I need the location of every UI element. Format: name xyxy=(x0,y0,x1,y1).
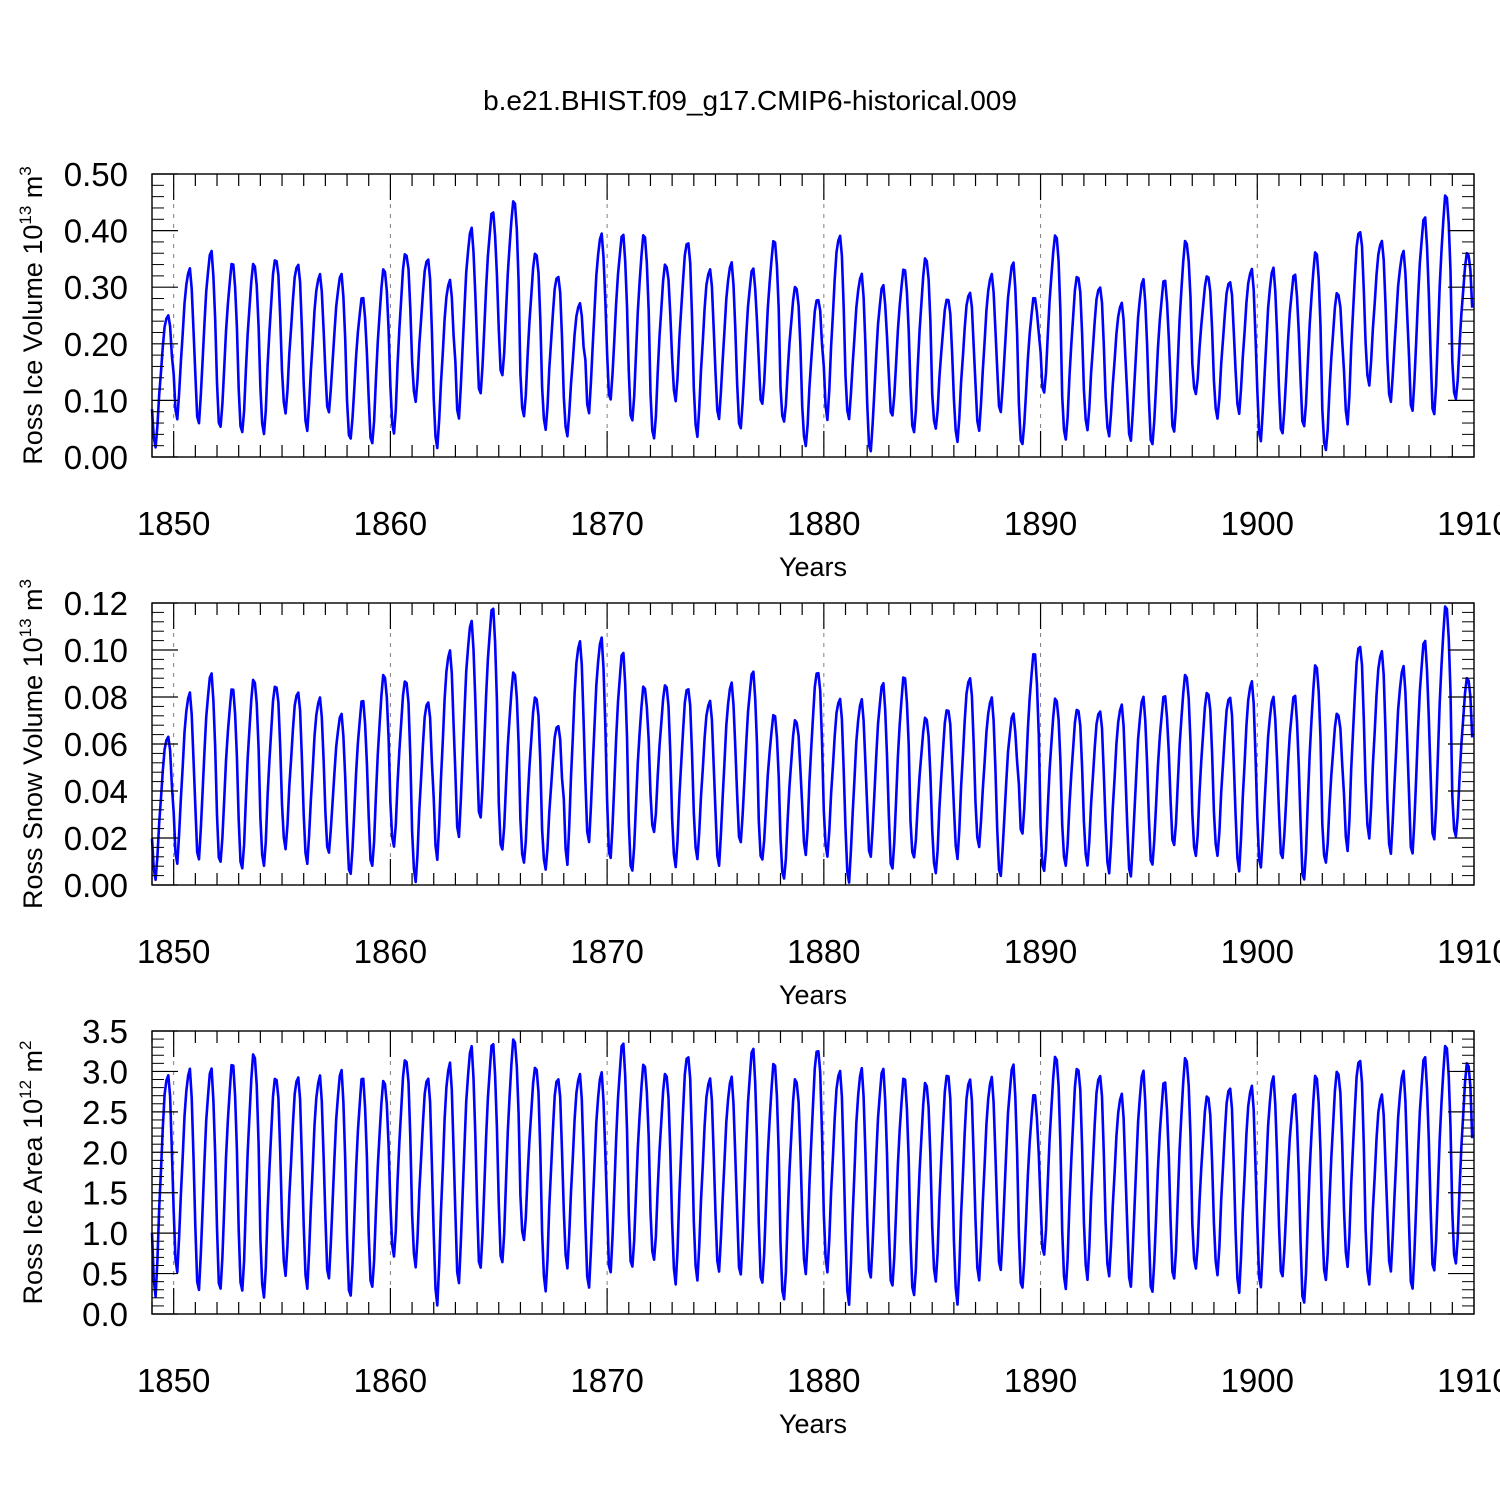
y-tick-label: 0.08 xyxy=(64,679,128,716)
y-tick-label: 0.40 xyxy=(64,213,128,250)
x-tick-label: 1890 xyxy=(1004,933,1077,970)
figure-title: b.e21.BHIST.f09_g17.CMIP6-historical.009 xyxy=(483,85,1017,116)
y-tick-label: 1.0 xyxy=(82,1215,128,1252)
y-tick-label: 0.10 xyxy=(64,382,128,419)
y-axis-label-exponent: 13 xyxy=(16,206,35,225)
x-tick-label: 1910 xyxy=(1437,505,1500,542)
plot-frame xyxy=(151,1030,1475,1315)
y-tick-label: 0.50 xyxy=(64,156,128,193)
x-tick-label: 1890 xyxy=(1004,1362,1077,1399)
x-tick-label: 1870 xyxy=(570,505,643,542)
y-tick-label: 3.5 xyxy=(82,1013,128,1050)
y-tick-label: 0.00 xyxy=(64,867,128,904)
y-tick-label: 2.0 xyxy=(82,1134,128,1171)
plot-frame xyxy=(151,173,1475,458)
x-tick-label: 1870 xyxy=(570,1362,643,1399)
x-tick-label: 1880 xyxy=(787,505,860,542)
y-tick-label: 0.00 xyxy=(64,439,128,476)
x-tick-label: 1880 xyxy=(787,933,860,970)
series-line-ice-volume xyxy=(150,194,1474,453)
x-tick-label: 1900 xyxy=(1221,505,1294,542)
y-tick-label: 1.5 xyxy=(82,1175,128,1212)
y-tick-label: 0.10 xyxy=(64,632,128,669)
y-axis-label: Ross Snow Volume 1013 m3 xyxy=(16,579,48,909)
y-axis-label-unit-exponent: 3 xyxy=(16,166,35,175)
y-axis-label-unit: m xyxy=(18,176,48,206)
x-tick-label: 1860 xyxy=(354,505,427,542)
x-tick-label: 1880 xyxy=(787,1362,860,1399)
y-tick-label: 0.20 xyxy=(64,326,128,363)
y-axis-label-unit: m xyxy=(18,1050,48,1080)
x-axis-label: Years xyxy=(779,1409,847,1439)
panel-snow-volume: 1850 1860 1870 1880 1890 1900 1910 Years 0.00 0.0… xyxy=(16,579,1500,1010)
y-axis-label-text: Ross Ice Volume 10 xyxy=(18,225,48,465)
x-tick-label: 1860 xyxy=(354,1362,427,1399)
y-tick-label: 0.04 xyxy=(64,773,128,810)
x-tick-label: 1870 xyxy=(570,933,643,970)
y-tick-label: 0.5 xyxy=(82,1256,128,1293)
y-tick-label: 0.30 xyxy=(64,269,128,306)
panel-ice-area: 1850 1860 1870 1880 1890 1900 1910 Years 0.00.5 1… xyxy=(16,1013,1500,1439)
x-axis-label: Years xyxy=(779,552,847,582)
y-axis-label-unit: m xyxy=(18,588,48,618)
y-axis-label: Ross Ice Volume 1013 m3 xyxy=(16,166,48,465)
series-line-snow-volume xyxy=(150,605,1474,884)
y-tick-label: 3.0 xyxy=(82,1053,128,1090)
x-tick-label: 1850 xyxy=(137,505,210,542)
x-tick-label: 1910 xyxy=(1437,1362,1500,1399)
y-tick-label: 0.02 xyxy=(64,820,128,857)
y-axis-label-exponent: 13 xyxy=(16,618,35,637)
x-tick-label: 1900 xyxy=(1221,1362,1294,1399)
x-tick-label: 1890 xyxy=(1004,505,1077,542)
y-axis-label-unit-exponent: 3 xyxy=(16,579,35,588)
y-axis-label: Ross Ice Area 1012 m2 xyxy=(16,1040,48,1304)
y-axis-label-text: Ross Ice Area 10 xyxy=(18,1099,48,1305)
panel-ice-volume: 1850 1860 1870 1880 1890 1900 1910 Years 0.00 0.1… xyxy=(16,156,1500,582)
y-axis-label-text: Ross Snow Volume 10 xyxy=(18,637,48,909)
x-tick-label: 1850 xyxy=(137,1362,210,1399)
x-tick-label: 1850 xyxy=(137,933,210,970)
y-axis-label-exponent: 12 xyxy=(16,1080,35,1099)
y-tick-label: 0.12 xyxy=(64,585,128,622)
x-tick-label: 1910 xyxy=(1437,933,1500,970)
y-tick-label: 0.06 xyxy=(64,726,128,763)
series-line-ice-area xyxy=(150,1038,1474,1307)
x-tick-label: 1900 xyxy=(1221,933,1294,970)
y-tick-label: 2.5 xyxy=(82,1094,128,1131)
x-axis-label: Years xyxy=(779,980,847,1010)
y-axis-label-unit-exponent: 2 xyxy=(16,1040,35,1049)
y-tick-label: 0.0 xyxy=(82,1296,128,1333)
x-tick-label: 1860 xyxy=(354,933,427,970)
